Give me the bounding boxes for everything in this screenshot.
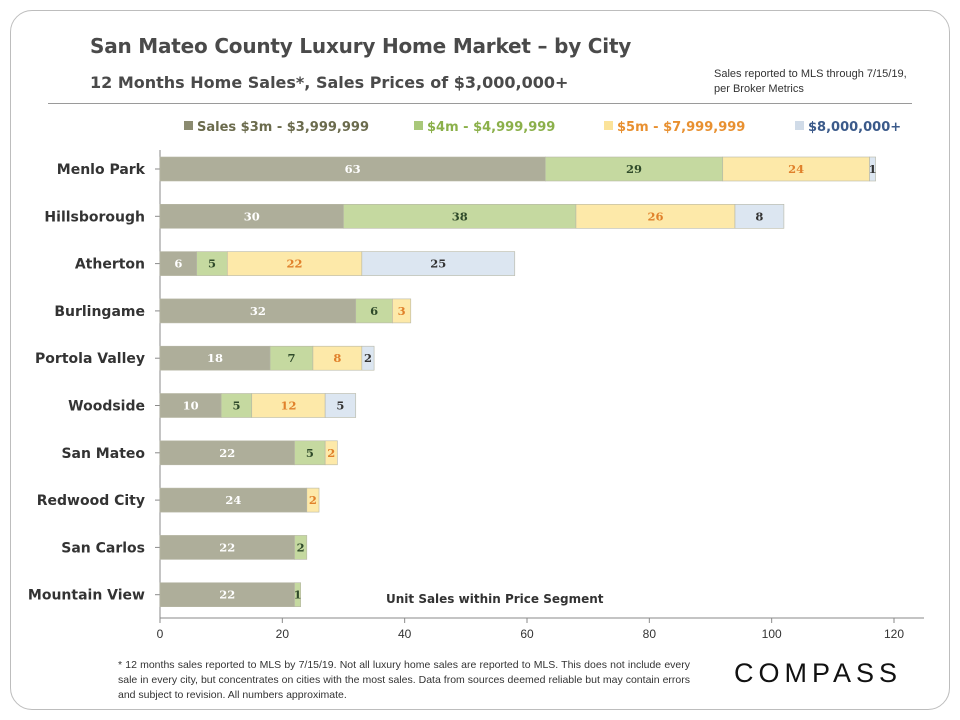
legend-swatch-2 [414,121,423,130]
x-tick-label: 100 [762,627,782,641]
bar-value-label: 26 [647,209,663,223]
bar-value-label: 22 [287,257,303,271]
category-label: Mountain View [28,588,145,604]
bar-segment [306,487,320,513]
bar-value-label: 22 [219,540,235,554]
legend-swatch-1 [184,121,193,130]
bar-segment [392,298,412,324]
bar-value-label: 25 [430,257,446,271]
bar-value-label: 6 [174,257,182,271]
bar-value-label: 3 [398,304,406,318]
bar-value-label: 10 [183,399,199,413]
category-label: Atherton [75,257,145,273]
category-label: Burlingame [54,304,145,320]
bar-value-label: 18 [207,351,223,365]
category-labels: Menlo Park Hillsborough Atherton Burlingame… [28,162,146,604]
legend-swatch-3 [604,121,613,130]
x-tick-label: 120 [884,627,904,641]
legend-swatch-4 [795,121,804,130]
category-label: Hillsborough [44,209,145,225]
bar-value-label: 22 [219,588,235,602]
bar-value-label: 7 [288,351,296,365]
bar-segment [734,204,785,229]
bar-value-label: 24 [788,162,804,176]
bar-value-label: 2 [364,351,372,365]
bar-value-label: 5 [208,257,216,271]
bar-value-label: 38 [452,209,468,223]
bar-segment [575,204,736,229]
category-label: Woodside [68,399,145,415]
bar-segment [722,156,870,182]
bar-segment [226,251,363,276]
bar-value-label: 1 [294,588,302,602]
axis-annotation: Unit Sales within Price Segment [386,592,604,606]
bar-segment [159,345,271,371]
source-note: Sales reported to MLS through 7/15/19, p… [714,68,907,95]
category-label: Menlo Park [57,162,146,178]
footnote: * 12 months sales reported to MLS by 7/1… [118,659,690,701]
bar-value-label: 2 [327,446,335,460]
bar-segment [159,156,546,182]
category-label: San Carlos [61,540,145,556]
bar-segment [294,582,301,608]
legend-label-2: $4m - $4,999,999 [427,120,555,135]
chart-legend: Sales $3m - $3,999,999 $4m - $4,999,999 $5… [184,120,901,135]
bar-segment [324,393,357,418]
header-divider [48,103,912,104]
chart-subtitle: 12 Months Home Sales*, Sales Prices of $… [90,73,569,92]
legend-label-3: $5m - $7,999,999 [617,120,745,135]
bar-value-label: 8 [333,351,341,365]
bar-segment [545,156,724,182]
bar-value-label: 32 [250,304,266,318]
bar-segment [343,204,577,229]
legend-label-4: $8,000,000+ [808,120,901,135]
category-label: San Mateo [61,446,145,462]
bar-segment [159,582,295,608]
bar-value-label: 63 [345,162,361,176]
bar-segment [355,298,393,324]
bar-segment [159,535,295,560]
bar-value-label: 5 [336,399,344,413]
bar-segment [869,156,876,182]
bar-value-label: 5 [232,399,240,413]
x-tick-label: 40 [398,627,412,641]
compass-logo: COMPASS [734,658,903,688]
bar-segment [159,440,295,466]
bar-segment [324,440,338,466]
bar-segment [196,251,228,276]
legend-label-1: Sales $3m - $3,999,999 [197,120,369,135]
x-tick-label: 80 [643,627,657,641]
bar-value-label: 8 [755,209,763,223]
chart-title: San Mateo County Luxury Home Market – by… [90,34,632,58]
x-tick-label: 20 [276,627,290,641]
bar-value-label: 6 [370,304,378,318]
bar-value-label: 1 [869,162,877,176]
x-tick-label: 0 [157,627,164,641]
bar-segment [251,393,326,418]
bar-value-label: 2 [309,493,317,507]
bar-segment [294,440,326,466]
bar-value-label: 22 [219,446,235,460]
bar-segment [159,251,198,276]
bar-segment [312,345,363,371]
x-tick-label: 60 [520,627,534,641]
category-label: Portola Valley [35,351,145,367]
category-label: Redwood City [37,493,145,509]
bar-segment [294,535,308,560]
bar-segment [159,487,308,513]
bar-value-label: 12 [280,399,296,413]
bar-value-label: 5 [306,446,314,460]
bar-value-label: 24 [225,493,241,507]
bar-segment [361,345,375,371]
bar-value-label: 30 [244,209,260,223]
bar-value-label: 2 [297,540,305,554]
bar-segment [361,251,516,276]
bar-value-label: 29 [626,162,642,176]
